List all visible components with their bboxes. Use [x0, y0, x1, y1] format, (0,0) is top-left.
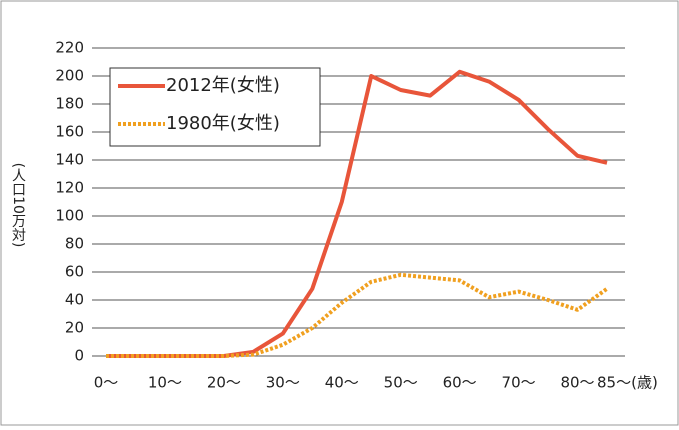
y-axis-label: (人口10万対) [10, 163, 26, 248]
x-tick-label: 20～ [207, 374, 241, 392]
x-tick-label: 40～ [325, 374, 359, 392]
y-tick-label: 60 [65, 263, 84, 281]
x-tick-label: 30～ [266, 374, 300, 392]
x-tick-label: 10～ [148, 374, 182, 392]
y-tick-label: 20 [65, 319, 84, 337]
y-tick-label: 120 [55, 179, 84, 197]
x-tick-label: 85～(歳) [597, 374, 658, 392]
series-line [106, 69, 608, 358]
y-tick-label: 180 [55, 95, 84, 113]
y-tick-label: 40 [65, 291, 84, 309]
y-tick-label: 200 [55, 67, 84, 85]
x-tick-label: 0～ [94, 374, 119, 392]
y-tick-label: 160 [55, 123, 84, 141]
x-tick-label: 80～ [560, 374, 594, 392]
x-tick-label: 60～ [443, 374, 477, 392]
y-tick-label: 100 [55, 207, 84, 225]
y-tick-label: 220 [55, 39, 84, 57]
legend-label: 1980年(女性) [166, 113, 280, 134]
x-tick-label: 70～ [502, 374, 536, 392]
y-tick-label: 140 [55, 151, 84, 169]
series-line [106, 272, 609, 358]
legend-label: 2012年(女性) [166, 75, 280, 96]
x-tick-label: 50～ [384, 374, 418, 392]
legend-box [109, 67, 321, 147]
y-tick-label: 0 [74, 347, 84, 365]
y-tick-label: 80 [65, 235, 84, 253]
